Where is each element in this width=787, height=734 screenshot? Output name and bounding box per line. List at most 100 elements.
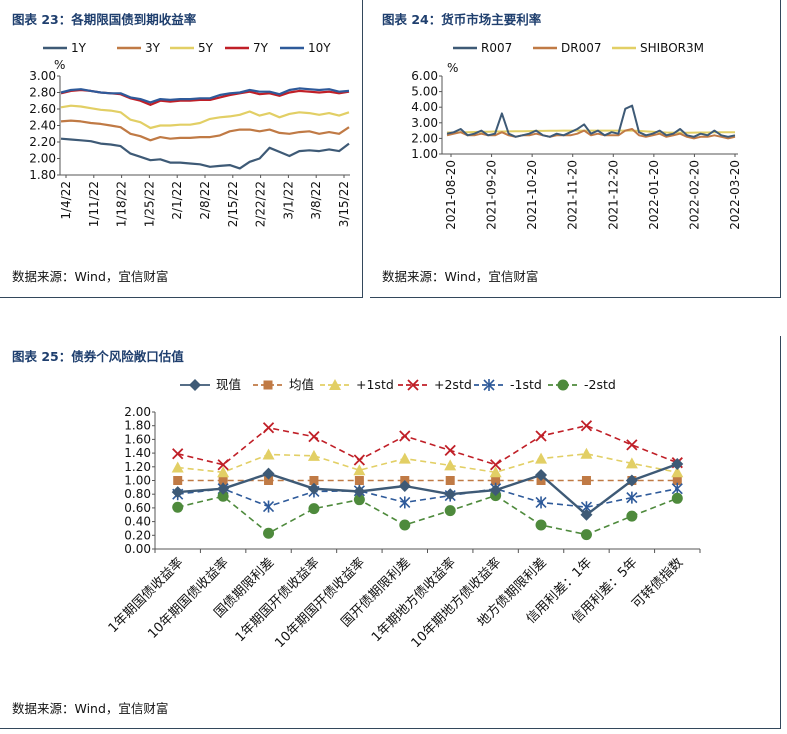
c25-legend-label: -2std: [584, 377, 616, 392]
c25-y-tick-label: 0.40: [124, 515, 151, 529]
c25-point-现值: [444, 488, 457, 501]
c25-point-+2std: [535, 430, 547, 442]
c25-point-+2std-stroke: [172, 448, 184, 460]
c25-series--1std: [177, 487, 678, 509]
c25-point--2std: [671, 492, 683, 504]
c23-x-tick-label: 2/8/22: [198, 181, 212, 220]
c25-point-均值: [354, 476, 364, 485]
c24-x-tick-label: 2022-01-20: [647, 160, 661, 230]
c23-legend-label: 1Y: [71, 41, 87, 55]
c24-x-tick-label: 2021-08-20: [444, 160, 458, 230]
c25-point-均值: [218, 476, 228, 485]
c25-y-tick-label: 0.60: [124, 501, 151, 515]
c24-series-DR007: [446, 128, 736, 140]
c24-legend-label: SHIBOR3M: [640, 41, 704, 55]
c25-series-+1std: [177, 452, 678, 474]
c24-y-tick-label: 2.00: [411, 131, 438, 145]
c23-y-tick-label: 2.80: [29, 86, 56, 100]
c24-x-tick-label: 2022-02-20: [687, 160, 701, 230]
c25-point-+1std: [353, 464, 366, 476]
c24-y-tick-label: 3.00: [411, 116, 438, 130]
c24-y-tick-label: 6.00: [411, 69, 438, 83]
c25-point--2std: [626, 510, 638, 522]
c25-legend-label: +2std: [434, 377, 472, 392]
c24-y-tick-label: 1.00: [411, 147, 438, 161]
c25-legend-marker: [407, 379, 419, 391]
c25-point-均值: [445, 476, 455, 485]
c23-legend-label: 7Y: [253, 41, 269, 55]
chart-24-frame: [370, 0, 781, 298]
c25-point-均值: [264, 476, 274, 485]
c23-legend-label: 10Y: [308, 41, 331, 55]
c23-x-tick-label: 2/22/22: [254, 181, 268, 227]
c25-legend-marker: [557, 379, 569, 391]
c24-x-tick-label: 2021-10-20: [525, 160, 539, 230]
c25-point-现值: [307, 482, 320, 495]
c25-point-均值: [491, 476, 501, 485]
c25-x-tick-label: 1年期国债收益率: [105, 555, 187, 637]
c25-legend-marker: [189, 379, 201, 391]
c25-point-+2std-stroke: [580, 420, 593, 432]
c25-point--1std: [399, 496, 411, 509]
c25-x-tick-label: 10年期地方债收益率: [408, 555, 505, 652]
c25-point-+2std: [489, 459, 502, 471]
c25-series--2std: [177, 494, 678, 536]
c25-x-tick-label: 1年期地方债收益率: [368, 555, 459, 646]
c25-point-+2std-stroke: [626, 439, 638, 451]
c23-x-tick-label: 2/15/22: [226, 181, 240, 227]
c23-legend-label: 5Y: [198, 41, 214, 55]
c25-point--2std: [444, 505, 456, 517]
c23-x-tick-label: 1/25/22: [142, 181, 156, 227]
c23-y-tick-label: 2.60: [29, 102, 56, 116]
c23-x-tick-label: 1/18/22: [115, 181, 129, 227]
c25-y-tick-label: 1.20: [124, 460, 151, 474]
c25-point-+2std-stroke: [262, 422, 275, 434]
c25-point-+2std-stroke: [444, 444, 456, 456]
c25-point--2std: [308, 503, 320, 515]
c25-point-+2std: [308, 431, 320, 443]
c23-y-tick-label: 2.40: [29, 119, 56, 133]
c24-y-tick-label: 5.00: [411, 85, 438, 99]
chart-23-title: 图表 23：各期限国债到期收益率: [12, 12, 197, 27]
c24-x-tick-label: 2021-09-20: [485, 160, 499, 230]
c24-x-tick-label: 2022-03-20: [728, 160, 742, 230]
c25-point-+2std-stroke: [353, 454, 366, 466]
c25-point-现值: [489, 484, 502, 497]
c25-point--2std: [580, 529, 592, 541]
c25-point-现值: [625, 474, 638, 487]
c25-point-+2std-stroke: [308, 431, 320, 443]
c25-legend-label: -1std: [510, 377, 542, 392]
c25-series-+2std: [177, 424, 678, 466]
c25-point-+2std: [217, 459, 229, 471]
c25-point-现值: [398, 479, 411, 492]
c25-point-+1std: [398, 452, 411, 464]
c23-y-tick-label: 2.00: [29, 152, 56, 166]
chart-23-source: 数据来源：Wind，宜信财富: [12, 269, 169, 284]
c25-legend-marker: [329, 379, 341, 390]
c25-x-tick-label: 10年期国债收益率: [145, 555, 232, 642]
c25-y-tick-label: 1.00: [124, 474, 151, 488]
c25-point-+2std: [172, 448, 184, 460]
chart-25-title: 图表 25：债券个风险敞口估值: [12, 349, 184, 364]
c25-point-现值: [535, 469, 548, 482]
c25-point-+1std: [535, 452, 548, 464]
c25-point-+2std: [580, 420, 593, 432]
c25-legend-label: +1std: [356, 377, 394, 392]
c23-x-tick-label: 3/8/22: [309, 181, 323, 220]
c23-series-5Y: [60, 104, 350, 130]
c25-legend-marker: [483, 379, 495, 391]
c25-legend-label: 均值: [289, 377, 314, 392]
c25-point--2std: [353, 494, 365, 506]
c25-y-tick-label: 1.40: [124, 446, 151, 460]
c25-point--1std: [626, 491, 638, 504]
chart-25-source: 数据来源：Wind，宜信财富: [12, 701, 169, 716]
c24-legend-label: R007: [481, 41, 512, 55]
c25-point--2std: [172, 501, 184, 513]
chart-25-frame: [0, 336, 781, 729]
c25-point-+1std: [671, 466, 684, 478]
c25-point--1std: [535, 496, 547, 509]
c25-legend-marker: [263, 380, 273, 390]
chart-24-source: 数据来源：Wind，宜信财富: [382, 269, 539, 284]
c25-y-tick-label: 1.60: [124, 432, 151, 446]
c23-series-3Y: [60, 119, 350, 142]
